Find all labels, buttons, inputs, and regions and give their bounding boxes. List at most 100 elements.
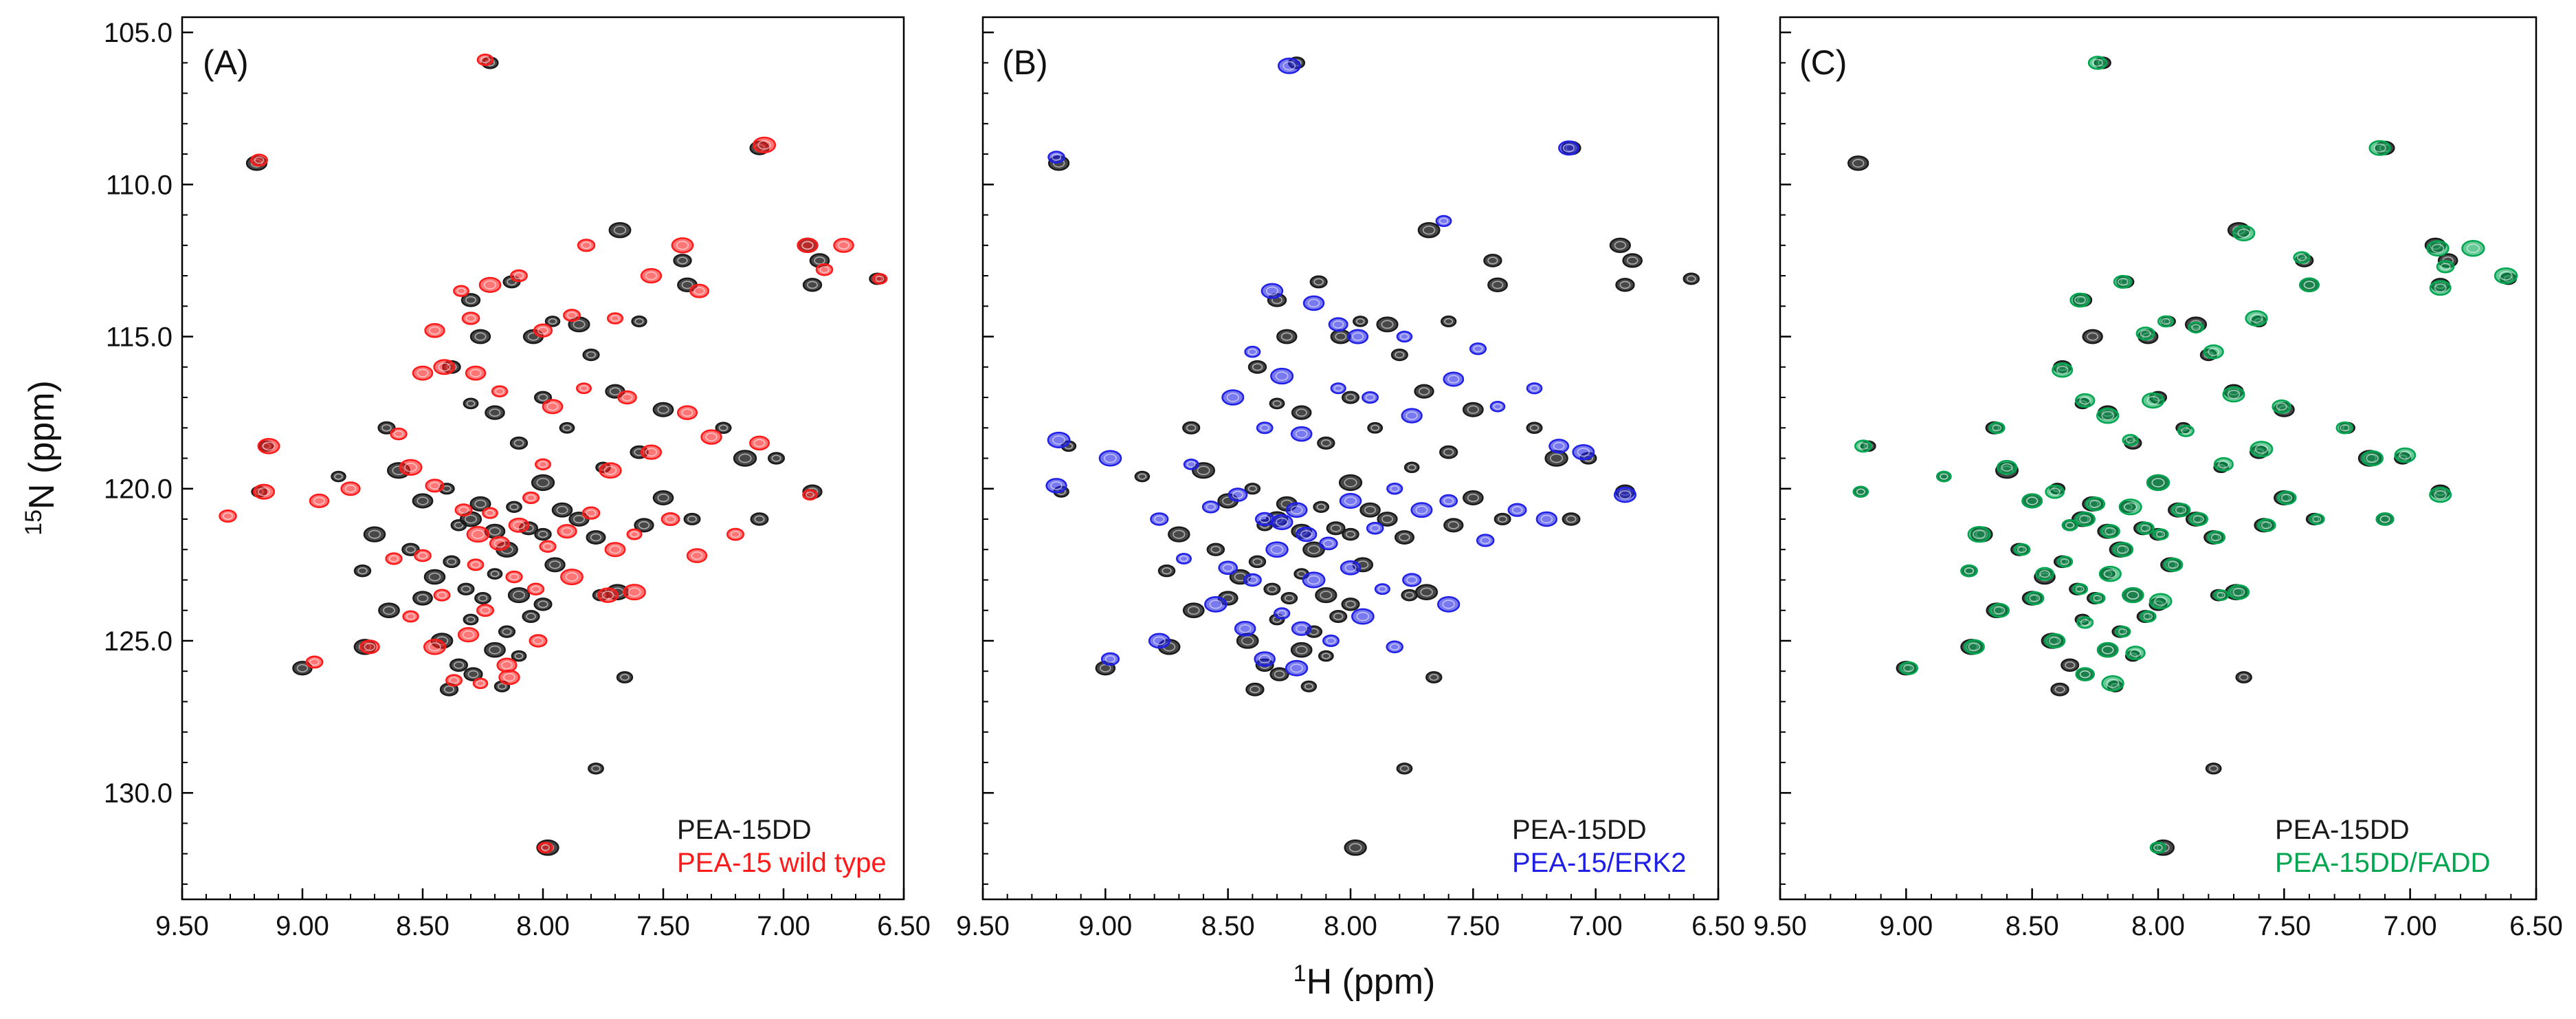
peak-contour-outer xyxy=(465,365,487,381)
peak xyxy=(2021,493,2043,509)
peak xyxy=(465,365,487,381)
peak-contour-inner xyxy=(1186,461,1196,468)
peak-contour-inner xyxy=(2192,515,2204,523)
peak-contour-outer xyxy=(599,462,622,479)
peak-contour-outer xyxy=(2177,424,2195,437)
peak-contour-outer xyxy=(2135,326,2155,341)
peak xyxy=(1377,512,1398,527)
peak-contour-inner xyxy=(2399,450,2412,460)
peak-contour-outer xyxy=(2087,56,2108,70)
peak-contour-outer xyxy=(1988,421,2006,435)
peak-contour-inner xyxy=(2373,143,2386,153)
peak-contour-inner xyxy=(469,369,482,377)
peak-contour-outer xyxy=(1157,564,1176,578)
peak xyxy=(2112,542,2134,558)
peak-contour-inner xyxy=(1321,653,1331,659)
peak xyxy=(2293,251,2311,264)
peak xyxy=(1256,421,1274,435)
peak-contour-outer xyxy=(671,237,694,254)
y-tick-label: 105.0 xyxy=(104,18,173,48)
panel-b-label: (B) xyxy=(1002,43,1048,82)
peak-contour-inner xyxy=(1209,600,1223,609)
peak-contour-outer xyxy=(498,625,516,638)
peak xyxy=(802,489,818,501)
peak xyxy=(363,526,386,543)
peak-contour-inner xyxy=(1280,332,1293,341)
peak-contour-inner xyxy=(634,318,644,325)
peak xyxy=(1443,518,1464,533)
peak xyxy=(485,405,505,420)
peak xyxy=(2122,587,2144,604)
peak-contour-outer xyxy=(2114,626,2131,638)
peak xyxy=(1443,371,1465,387)
peak-contour-inner xyxy=(1335,332,1347,341)
peak xyxy=(604,542,626,558)
peak-contour-outer xyxy=(2276,490,2297,505)
peak-contour-outer xyxy=(2426,240,2450,257)
peak-contour-inner xyxy=(404,462,417,472)
peak-contour-inner xyxy=(1313,278,1324,286)
peak-contour-inner xyxy=(693,287,705,296)
peak-contour-outer xyxy=(1609,237,1631,253)
peak-contour-outer xyxy=(815,263,834,276)
peak-contour-inner xyxy=(819,266,830,274)
peak-contour-inner xyxy=(1162,567,1172,575)
peak xyxy=(484,642,506,658)
peak-contour-inner xyxy=(687,515,697,523)
peak-contour-outer xyxy=(2125,646,2146,661)
peak-contour-inner xyxy=(254,156,265,164)
peak xyxy=(476,604,494,617)
panel-a-spectra xyxy=(219,53,888,856)
peak-contour-outer xyxy=(1425,671,1443,683)
peak-contour-inner xyxy=(573,320,586,329)
peak-contour-inner xyxy=(610,315,620,322)
peak-contour-outer xyxy=(533,323,553,338)
peak-contour-inner xyxy=(1284,594,1294,602)
peak-contour-outer xyxy=(683,512,701,526)
peak xyxy=(560,569,584,586)
peak-contour-outer xyxy=(399,459,423,476)
peak-contour-inner xyxy=(1852,159,1865,168)
peak xyxy=(634,518,654,533)
peak-contour-outer xyxy=(1234,620,1256,637)
peak-contour-outer xyxy=(1317,436,1335,450)
peak xyxy=(1526,421,1543,435)
peak-contour-inner xyxy=(2254,444,2268,454)
peak-contour-inner xyxy=(2303,281,2316,289)
peak-contour-inner xyxy=(2296,254,2307,261)
peak-contour-outer xyxy=(597,587,619,603)
peak xyxy=(652,402,674,417)
peak-contour-outer xyxy=(2082,329,2103,344)
peak-contour-inner xyxy=(443,686,455,694)
peak-contour-outer xyxy=(1134,470,1151,483)
peak-contour-outer xyxy=(2136,521,2155,535)
peak-contour-inner xyxy=(771,454,781,462)
peak-contour-outer xyxy=(1526,382,1543,395)
peak-contour-outer xyxy=(576,382,592,395)
peak-contour-outer xyxy=(469,496,491,512)
peak-contour-inner xyxy=(364,642,376,651)
peak-contour-inner xyxy=(1250,686,1261,694)
peak-contour-outer xyxy=(390,427,408,441)
peak xyxy=(2436,260,2455,274)
peak-contour-outer xyxy=(1852,485,1869,498)
peak xyxy=(2056,556,2074,568)
peak-contour-outer xyxy=(1300,680,1318,692)
peak-contour-outer xyxy=(1410,502,1433,518)
peak-contour-outer xyxy=(467,558,485,571)
peak xyxy=(377,421,396,435)
peak xyxy=(2052,362,2074,378)
peak-contour-inner xyxy=(1686,275,1696,283)
peak-contour-inner xyxy=(2026,496,2039,505)
peak xyxy=(2157,315,2175,328)
panel-a-ticks: 9.50 9.00 8.50 8.00 7.50 7.00 6.50 105.0 110.0 11… xyxy=(104,18,931,941)
peak xyxy=(1247,360,1267,374)
peak-contour-inner xyxy=(485,510,495,516)
peak xyxy=(1270,514,1293,531)
peak-contour-outer xyxy=(1182,602,1205,619)
peak-contour-outer xyxy=(1244,345,1261,358)
peak-contour-outer xyxy=(1319,536,1338,551)
peak-contour-outer xyxy=(1489,400,1506,413)
peak xyxy=(1168,526,1190,543)
peak xyxy=(871,273,888,285)
